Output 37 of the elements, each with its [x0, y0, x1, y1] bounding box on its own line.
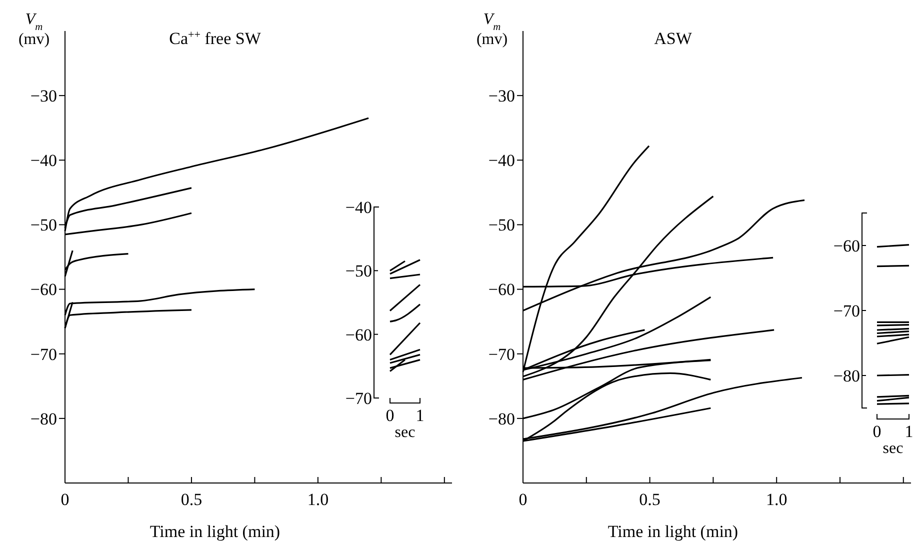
- y-tick-label: −70: [488, 344, 515, 364]
- y-tick-label: −50: [345, 262, 372, 281]
- x-tick-label: 0: [60, 490, 70, 509]
- y-tick-label: −60: [488, 280, 515, 300]
- x-axis-title: Time in light (min): [608, 522, 738, 541]
- y-tick-label: −40: [488, 151, 515, 170]
- y-tick-label: −80: [30, 409, 57, 428]
- y-tick-label: −40: [30, 151, 57, 170]
- y-tick-label: −60: [833, 236, 860, 256]
- x-tick-label: 0.5: [639, 490, 660, 509]
- x-tick-label: 1.0: [766, 490, 788, 509]
- x-tick-label: 1.0: [307, 490, 329, 509]
- x-tick-label: 0.5: [180, 490, 202, 509]
- y-tick-label: −30: [30, 86, 57, 106]
- y-tick-label: −80: [488, 409, 515, 428]
- x-axis-title: Time in light (min): [150, 522, 280, 541]
- y-tick-label: −70: [30, 344, 57, 364]
- x-tick-label: 0: [386, 406, 394, 425]
- chart-title: Ca$^{++}$ free SW: [169, 29, 262, 48]
- y-tick-label: −70: [833, 301, 860, 320]
- y-tick-label: −50: [488, 216, 515, 235]
- x-axis-title: sec: [882, 440, 904, 457]
- y-tick-label: −50: [30, 216, 57, 235]
- y-tick-label: −60: [30, 280, 57, 300]
- y-axis-title: V$_{m}$ (mv): [476, 11, 508, 48]
- x-axis-title: sec: [394, 424, 416, 441]
- y-tick-label: −80: [833, 366, 860, 386]
- y-axis-title: V$_{m}$ (mv): [18, 11, 50, 48]
- y-tick-label: −60: [345, 325, 372, 344]
- chart-title: ASW: [654, 29, 693, 48]
- y-tick-label: −70: [345, 388, 372, 408]
- y-tick-label: −40: [345, 198, 372, 217]
- x-tick-label: 0: [518, 490, 528, 509]
- x-tick-label: 1: [416, 406, 424, 425]
- x-tick-label: 1: [904, 422, 913, 441]
- y-tick-label: −30: [488, 86, 515, 106]
- x-tick-label: 0: [872, 422, 882, 441]
